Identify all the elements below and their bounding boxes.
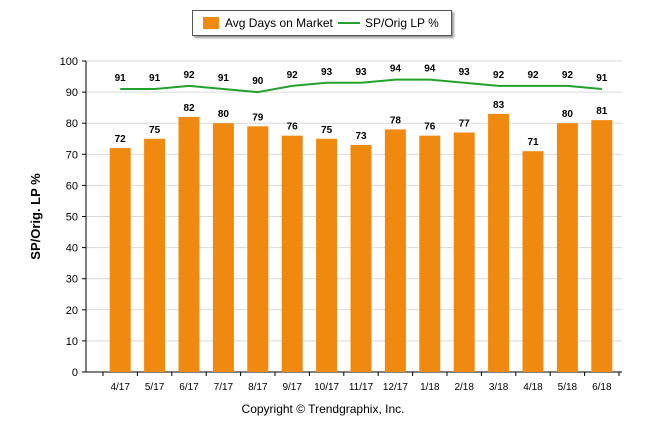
y-tick-label: 30 bbox=[66, 274, 78, 286]
bar-value-label: 75 bbox=[149, 125, 161, 136]
legend-bar-swatch bbox=[203, 17, 219, 29]
y-tick-label: 50 bbox=[66, 212, 78, 224]
bar bbox=[453, 132, 475, 372]
y-tick-label: 70 bbox=[66, 149, 78, 161]
x-tick-label: 3/18 bbox=[489, 382, 509, 393]
line-value-label: 91 bbox=[115, 73, 127, 84]
bar bbox=[488, 113, 510, 373]
line-value-label: 94 bbox=[390, 64, 402, 75]
bar bbox=[419, 135, 441, 372]
y-tick-label: 100 bbox=[60, 56, 78, 68]
bar bbox=[178, 116, 200, 372]
y-tick-label: 60 bbox=[66, 180, 78, 192]
bar-value-label: 76 bbox=[424, 122, 436, 133]
y-tick-label: 40 bbox=[66, 243, 78, 255]
y-tick-label: 0 bbox=[72, 367, 78, 379]
line-value-label: 93 bbox=[321, 67, 333, 78]
line-value-label: 93 bbox=[355, 67, 367, 78]
x-tick-label: 1/18 bbox=[420, 382, 440, 393]
legend-line-label: SP/Orig LP % bbox=[365, 16, 439, 30]
x-tick-label: 7/17 bbox=[214, 382, 234, 393]
bar bbox=[350, 144, 372, 372]
y-tick-label: 10 bbox=[66, 336, 78, 348]
x-tick-label: 8/17 bbox=[248, 382, 268, 393]
legend-bar-label: Avg Days on Market bbox=[225, 16, 333, 30]
line-value-label: 92 bbox=[527, 70, 539, 81]
bar bbox=[556, 123, 578, 372]
bar-value-label: 83 bbox=[493, 100, 505, 111]
x-tick-label: 4/17 bbox=[110, 382, 130, 393]
line-value-label: 93 bbox=[459, 67, 471, 78]
line-value-label: 90 bbox=[252, 76, 264, 87]
bar bbox=[316, 138, 338, 372]
line-value-label: 91 bbox=[149, 73, 161, 84]
y-tick-label: 80 bbox=[66, 118, 78, 130]
copyright-footer: Copyright © Trendgraphix, Inc. bbox=[241, 402, 405, 416]
bar-value-label: 79 bbox=[252, 112, 264, 123]
bar-value-label: 80 bbox=[218, 109, 230, 120]
line-value-label: 92 bbox=[183, 70, 195, 81]
bar-value-label: 73 bbox=[355, 131, 367, 142]
line-value-label: 91 bbox=[218, 73, 230, 84]
bar bbox=[247, 126, 269, 372]
x-tick-label: 10/17 bbox=[314, 382, 339, 393]
bar-value-label: 81 bbox=[596, 106, 608, 117]
x-tick-label: 4/18 bbox=[523, 382, 543, 393]
bar bbox=[144, 138, 166, 372]
bar bbox=[109, 148, 131, 372]
line-value-label: 92 bbox=[562, 70, 574, 81]
bar bbox=[212, 123, 234, 372]
x-tick-label: 9/17 bbox=[282, 382, 302, 393]
bar bbox=[384, 129, 406, 372]
x-tick-label: 11/17 bbox=[349, 382, 374, 393]
bar-value-label: 71 bbox=[527, 137, 539, 148]
legend-line-swatch bbox=[338, 22, 360, 24]
y-tick-label: 90 bbox=[66, 87, 78, 99]
x-tick-label: 6/17 bbox=[179, 382, 199, 393]
bar bbox=[281, 135, 303, 372]
legend: Avg Days on Market SP/Orig LP % bbox=[192, 10, 452, 36]
tick-labels: 0 10 20 30 40 50 60 70 80 90 100 4/17 5/17 6/17 7/17 8/… bbox=[60, 56, 612, 393]
data-labels: 72 75 82 80 79 76 75 73 78 76 77 83 71 80 81 91 91 92 91 90… bbox=[115, 64, 608, 149]
x-tick-label: 5/17 bbox=[145, 382, 165, 393]
line-series bbox=[120, 78, 602, 94]
line-path bbox=[120, 78, 602, 94]
line-value-label: 92 bbox=[287, 70, 299, 81]
bar bbox=[591, 120, 613, 372]
bar-value-label: 76 bbox=[287, 122, 299, 133]
bar bbox=[522, 151, 544, 372]
x-tick-label: 5/18 bbox=[558, 382, 578, 393]
bar-value-label: 77 bbox=[459, 119, 471, 130]
y-axis-label: SP/Orig. LP % bbox=[28, 173, 43, 260]
bar-value-label: 72 bbox=[115, 134, 127, 145]
bar-value-label: 75 bbox=[321, 125, 333, 136]
line-value-label: 94 bbox=[424, 64, 436, 75]
line-value-label: 91 bbox=[596, 73, 608, 84]
y-tick-label: 20 bbox=[66, 305, 78, 317]
bar-value-label: 82 bbox=[183, 103, 195, 114]
bar-value-label: 80 bbox=[562, 109, 574, 120]
bar-value-label: 78 bbox=[390, 115, 402, 126]
bar-series bbox=[109, 113, 613, 373]
x-tick-label: 6/18 bbox=[592, 382, 612, 393]
x-tick-label: 12/17 bbox=[383, 382, 408, 393]
x-tick-label: 2/18 bbox=[454, 382, 474, 393]
line-value-label: 92 bbox=[493, 70, 505, 81]
